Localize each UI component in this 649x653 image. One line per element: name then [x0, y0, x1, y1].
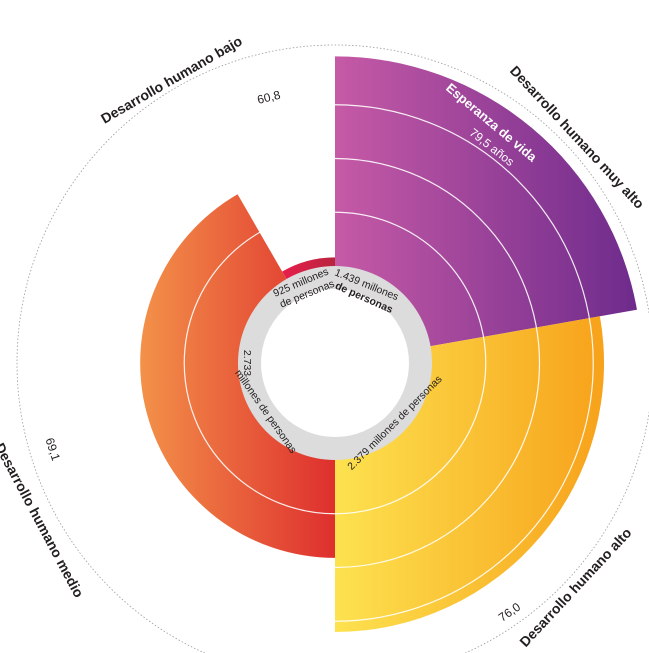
- value-label-medio: 69,1: [42, 436, 63, 463]
- value-label-bajo: 60,8: [256, 88, 282, 107]
- gridline-ring-3: [76, 104, 594, 622]
- population-label-medio-1: 2.733: [241, 350, 253, 376]
- rings-group: [16, 44, 649, 653]
- category-label-medio: Desarrollo humano medio: [0, 440, 87, 600]
- value-label-alto: 76,0: [496, 600, 523, 625]
- sector-muy-alto: [335, 56, 637, 363]
- gridline-ring-1: [183, 211, 487, 515]
- center-hole: [261, 289, 409, 437]
- gridline-ring-2: [129, 157, 541, 569]
- outer-dashed-circle: [16, 44, 649, 653]
- category-label-bajo: Desarrollo humano bajo: [98, 33, 245, 127]
